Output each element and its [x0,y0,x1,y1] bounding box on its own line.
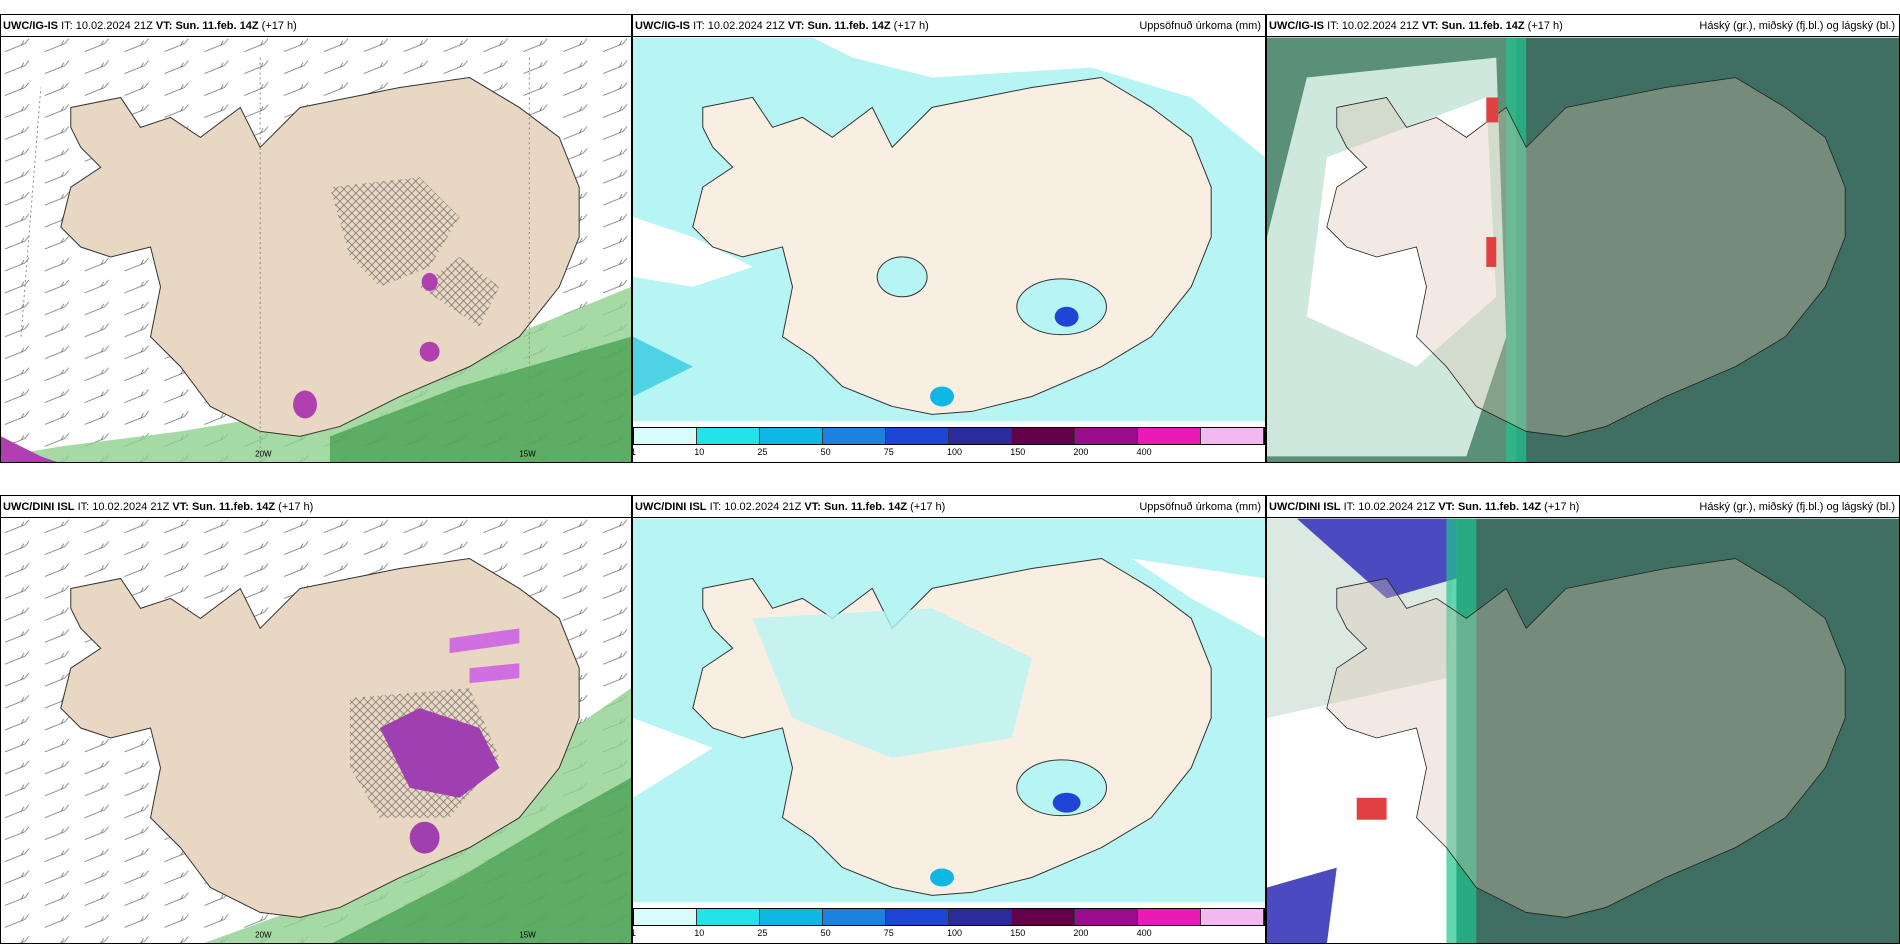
legend-tick-label: 25 [757,928,768,938]
legend-tick-label: 25 [757,447,768,457]
legend-swatch [823,909,886,925]
legend-swatch [1201,428,1264,444]
iceland-outline [1326,558,1846,918]
legend-tick-label: 75 [883,928,894,938]
snow-cell [379,708,500,798]
product-label: Uppsöfnuð úrkoma (mm) [1139,20,1261,32]
legend-swatch [886,428,949,444]
legend-tick-label: 75 [883,447,894,457]
legend-tick-label: 1 [633,928,636,938]
legend-tick-label: 150 [1010,928,1026,938]
legend-swatch [760,909,823,925]
legend-tick-label: 150 [1010,447,1026,457]
legend-swatch [634,909,697,925]
model-name: UWC/IG-IS [3,20,58,32]
legend-tick-label: 100 [947,928,963,938]
legend-tick-label: 200 [1073,447,1089,457]
legend-swatch [760,428,823,444]
legend-tick-label: 10 [694,447,705,457]
precip-legend: 1 10 25 50 75 100 150 200 400 [633,427,1265,462]
legend-swatch [1012,909,1075,925]
panel-top-left: UWC/IG-IS IT: 10.02.2024 21Z VT: Sun. 11… [0,14,632,463]
legend-swatch [949,909,1012,925]
panel-header: UWC/IG-IS IT: 10.02.2024 21Z VT: Sun. 11… [1267,15,1899,37]
legend-swatch [634,428,697,444]
legend-swatch [949,428,1012,444]
panel-top-middle: UWC/IG-IS IT: 10.02.2024 21Z VT: Sun. 11… [632,14,1266,463]
panel-bottom-middle: UWC/DINI ISL IT: 10.02.2024 21Z VT: Sun.… [632,495,1266,944]
product-label: Uppsöfnuð úrkoma (mm) [1139,501,1261,513]
legend-swatch [886,909,949,925]
svg-text:20W: 20W [255,930,272,939]
panel-header: UWC/DINI ISL IT: 10.02.2024 21Z VT: Sun.… [633,496,1265,518]
accum-precip-map [633,37,1265,422]
precip-legend: 1 10 25 50 75 100 150 200 400 [633,908,1265,943]
legend-swatch [823,428,886,444]
legend-swatch [1075,428,1138,444]
cloud-cover-map [1267,518,1899,943]
svg-text:20W: 20W [255,449,272,458]
panel-bottom-left: UWC/DINI ISL IT: 10.02.2024 21Z VT: Sun.… [0,495,632,944]
precip-type-map: 20W 15W [1,37,631,462]
legend-tick-label: 50 [820,447,831,457]
snow-cell [293,390,317,419]
legend-swatch [1201,909,1264,925]
legend-tick-label: 100 [947,447,963,457]
legend-swatch [1138,909,1201,925]
legend-tick-label: 1 [633,447,636,457]
legend-swatch [1075,909,1138,925]
legend-tick-label: 400 [1136,447,1152,457]
legend-tick-label: 200 [1073,928,1089,938]
legend-swatch [1138,428,1201,444]
cloud-cover-map [1267,37,1899,462]
legend-tick-label: 50 [820,928,831,938]
svg-text:15W: 15W [519,930,536,939]
legend-tick-label: 400 [1136,928,1152,938]
iceland-land [60,77,580,437]
legend-swatch [1012,428,1075,444]
svg-text:15W: 15W [519,449,536,458]
panel-header: UWC/DINI ISL IT: 10.02.2024 21Z VT: Sun.… [1267,496,1899,518]
panel-header: UWC/IG-IS IT: 10.02.2024 21Z VT: Sun. 11… [1,15,631,37]
iceland-outline [1326,77,1846,437]
product-label: Háský (gr.), miðský (fj.bl.) og lágský (… [1699,20,1895,32]
accum-precip-map [633,518,1265,903]
legend-tick-label: 10 [694,928,705,938]
panel-top-right: UWC/IG-IS IT: 10.02.2024 21Z VT: Sun. 11… [1266,14,1900,463]
legend-swatch [697,428,760,444]
product-label: Háský (gr.), miðský (fj.bl.) og lágský (… [1699,501,1895,513]
precip-type-map: 20W 15W [1,518,631,943]
panel-bottom-right: UWC/DINI ISL IT: 10.02.2024 21Z VT: Sun.… [1266,495,1900,944]
legend-swatch [697,909,760,925]
panel-header: UWC/DINI ISL IT: 10.02.2024 21Z VT: Sun.… [1,496,631,518]
panel-header: UWC/IG-IS IT: 10.02.2024 21Z VT: Sun. 11… [633,15,1265,37]
